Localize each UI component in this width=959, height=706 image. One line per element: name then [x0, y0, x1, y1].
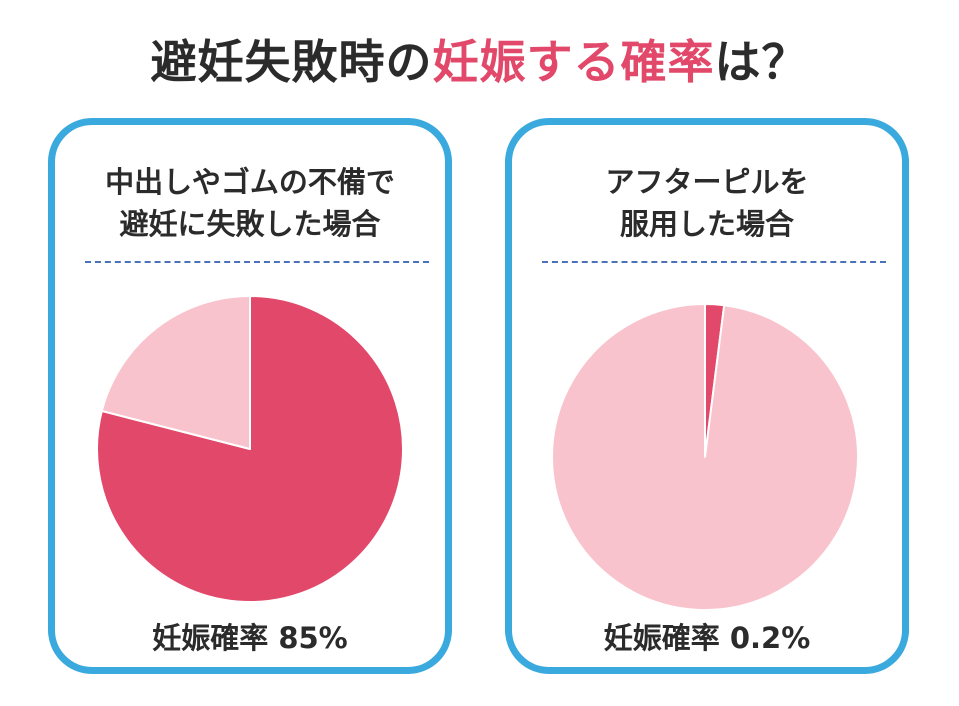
pie-slice-1 [551, 303, 859, 611]
pie-slice-1 [100, 295, 251, 450]
panel-heading-line2: 服用した場合 [619, 207, 794, 241]
pregnancy-rate-caption: 妊娠確率 85% [152, 621, 348, 655]
dashed-divider [85, 261, 429, 263]
title-part2: は？ [714, 35, 809, 89]
pie-chart-pill [551, 303, 859, 611]
pregnancy-rate-caption: 妊娠確率 0.2% [603, 621, 811, 655]
title-highlight: 妊娠する確率 [432, 35, 715, 89]
page-title: 避妊失敗時の妊娠する確率は？ [0, 26, 959, 92]
panel-heading-line1: アフターピルを [605, 165, 809, 199]
dashed-divider [542, 261, 886, 263]
panel-heading-line2: 避妊に失敗した場合 [119, 207, 381, 241]
panel-morning-after-pill: アフターピルを 服用した場合 妊娠確率 0.2% [505, 118, 909, 674]
title-part1: 避妊失敗時の [150, 35, 433, 89]
panel-heading: 中出しやゴムの不備で 避妊に失敗した場合 [55, 161, 445, 245]
panel-heading: アフターピルを 服用した場合 [512, 161, 902, 245]
panel-failed-contraception: 中出しやゴムの不備で 避妊に失敗した場合 妊娠確率 85% [48, 118, 452, 674]
panel-heading-line1: 中出しやゴムの不備で [105, 165, 395, 199]
pie-chart-failed [96, 295, 404, 603]
